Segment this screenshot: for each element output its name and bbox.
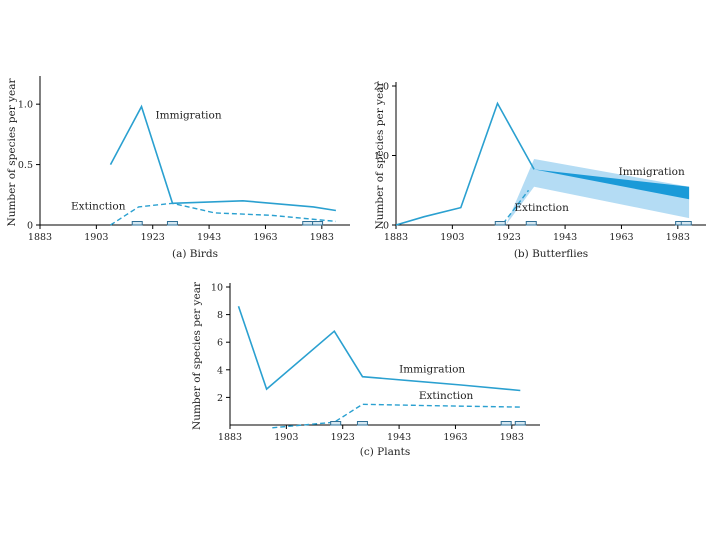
panel-c: 1883 1903 1923 1943 1963 1983 2 4 6 8 10 Number of …: [191, 281, 540, 458]
census-marker: [514, 421, 526, 426]
y-tick-label: 8: [217, 310, 223, 321]
annotation-label: Extinction: [419, 390, 474, 402]
extinction-uncertainty-band: [505, 159, 690, 225]
x-tick-label: 1963: [443, 432, 467, 443]
x-tick-label: 1983: [666, 232, 690, 243]
extinction-line: [502, 189, 530, 225]
immigration-line: [237, 306, 521, 392]
x-tick-label: 1883: [28, 232, 52, 243]
x-tick-label: 1963: [253, 232, 277, 243]
panel-caption: (b) Butterflies: [514, 248, 588, 260]
immigration-band: [534, 169, 690, 200]
x-tick-label: 1923: [141, 232, 165, 243]
y-tick-label: 2.0: [374, 82, 389, 93]
x-tick-label: 1903: [274, 432, 298, 443]
census-marker: [302, 221, 314, 226]
y-tick-label: 6: [217, 338, 223, 349]
census-marker: [500, 421, 512, 426]
census-marker: [525, 221, 537, 226]
census-marker: [494, 221, 506, 226]
immigration-line: [395, 101, 535, 226]
panel-caption: (a) Birds: [172, 248, 218, 260]
y-tick-label: 1.0: [374, 151, 389, 162]
x-tick-label: 1923: [331, 432, 355, 443]
x-tick-label: 1963: [609, 232, 633, 243]
annotation-label: Immigration: [156, 110, 222, 122]
y-tick-label: 0.5: [18, 160, 33, 171]
census-marker: [356, 421, 368, 426]
y-tick-label: 0: [27, 221, 33, 232]
annotation-label: Immigration: [399, 364, 465, 376]
census-marker: [131, 221, 143, 226]
x-tick-label: 1943: [387, 432, 411, 443]
x-tick-label: 1883: [384, 232, 408, 243]
panel-caption: (c) Plants: [360, 446, 410, 458]
y-tick-label: 10: [211, 283, 223, 294]
extinction-line: [272, 403, 521, 429]
y-tick-label: 2: [217, 393, 223, 404]
census-marker: [312, 221, 324, 226]
x-tick-label: 1983: [500, 432, 524, 443]
y-tick-label: 4: [217, 365, 223, 376]
y-axis-title: Number of species per year: [191, 281, 203, 430]
census-marker: [330, 421, 342, 426]
x-tick-label: 1943: [553, 232, 577, 243]
x-tick-label: 1903: [84, 232, 108, 243]
x-tick-label: 1903: [440, 232, 464, 243]
x-tick-label: 1923: [497, 232, 521, 243]
census-marker: [680, 221, 692, 226]
y-axis-title: Number of species per year: [6, 78, 18, 227]
x-tick-label: 1883: [218, 432, 242, 443]
immigration-line: [109, 104, 337, 212]
x-tick-label: 1943: [197, 232, 221, 243]
x-tick-label: 1983: [310, 232, 334, 243]
census-marker: [166, 221, 178, 226]
y-axis-title: Number of species per year: [374, 81, 386, 230]
annotation-label: Extinction: [514, 202, 569, 214]
y-tick-label: 0: [383, 221, 389, 232]
annotation-label: Immigration: [619, 166, 685, 178]
extinction-line: [110, 202, 336, 226]
y-tick-label: 1.0: [18, 100, 33, 111]
annotation-label: Extinction: [71, 200, 126, 212]
